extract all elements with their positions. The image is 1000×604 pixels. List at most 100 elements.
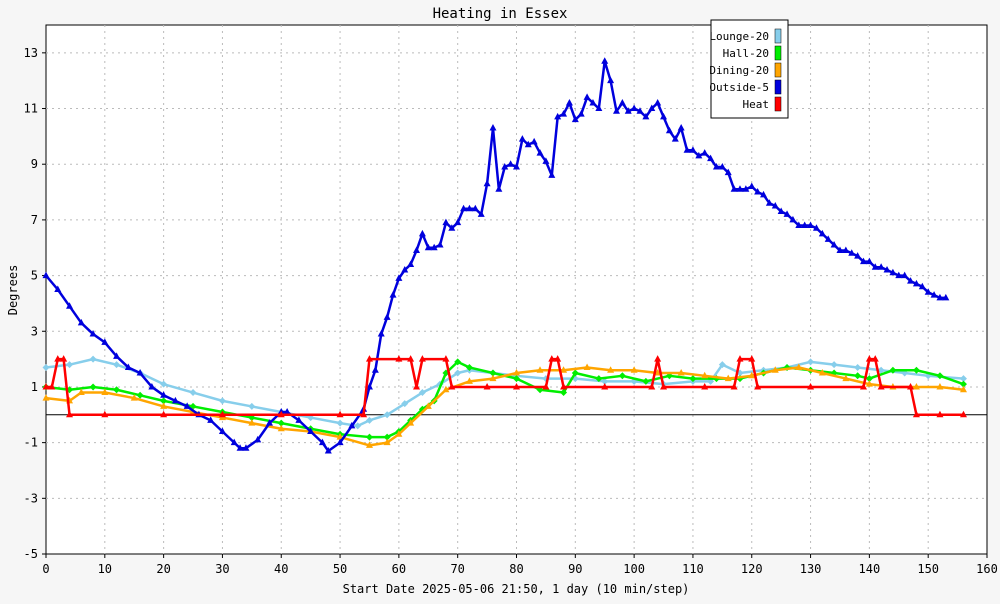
data-point	[448, 382, 456, 390]
y-tick-label: 9	[31, 157, 38, 171]
data-point	[489, 374, 497, 382]
data-point	[754, 382, 762, 390]
data-point	[783, 210, 791, 217]
data-point	[618, 98, 626, 106]
x-tick-label: 120	[741, 562, 763, 576]
data-point	[689, 375, 697, 383]
data-point	[577, 110, 585, 117]
x-tick-label: 40	[274, 562, 288, 576]
y-tick-label: 11	[24, 102, 38, 116]
y-tick-label: 13	[24, 46, 38, 60]
data-point	[66, 361, 74, 369]
data-point	[660, 382, 668, 390]
data-point	[489, 124, 497, 131]
data-point	[513, 382, 520, 390]
data-point	[336, 438, 344, 446]
series-group	[42, 57, 967, 454]
data-point	[548, 355, 556, 362]
data-point	[60, 355, 68, 362]
data-point	[554, 112, 562, 120]
data-point	[460, 204, 468, 212]
legend-label: Heat	[743, 98, 770, 111]
y-tick-label: -5	[24, 547, 38, 561]
legend-label: Lounge-20	[709, 30, 769, 43]
data-point	[818, 369, 826, 376]
data-point	[371, 366, 379, 373]
x-tick-label: 110	[682, 562, 704, 576]
y-tick-label: -3	[24, 491, 38, 505]
data-point	[854, 252, 862, 259]
data-point	[89, 330, 97, 337]
data-point	[795, 363, 803, 370]
data-point	[477, 210, 485, 217]
data-point	[307, 427, 315, 434]
data-point	[601, 382, 609, 390]
data-point	[630, 366, 638, 373]
data-point	[465, 363, 473, 371]
data-point	[677, 369, 685, 376]
data-point	[336, 410, 344, 418]
data-point	[218, 427, 226, 434]
data-point	[507, 160, 515, 167]
data-point	[924, 288, 932, 295]
data-point	[218, 397, 226, 405]
data-point	[707, 154, 715, 162]
data-point	[536, 366, 544, 373]
chart-title: Heating in Essex	[433, 6, 568, 22]
x-tick-label: 90	[568, 562, 582, 576]
data-point	[642, 112, 650, 120]
data-point	[912, 279, 920, 287]
y-tick-label: 1	[31, 380, 38, 394]
data-point	[789, 215, 797, 223]
data-point	[483, 179, 491, 187]
series-outside-5	[42, 57, 950, 454]
data-point	[936, 293, 944, 301]
data-point	[465, 204, 473, 212]
data-point	[854, 372, 862, 380]
data-point	[936, 410, 944, 418]
data-point	[66, 302, 74, 309]
y-tick-label: 7	[31, 213, 38, 227]
data-point	[413, 382, 421, 390]
data-point	[912, 366, 920, 374]
data-point	[959, 375, 967, 383]
data-point	[113, 361, 121, 369]
data-point	[865, 355, 873, 362]
data-point	[959, 410, 967, 418]
data-point	[818, 229, 826, 237]
data-point	[736, 355, 744, 362]
data-point	[683, 146, 691, 153]
data-point	[636, 107, 644, 114]
data-point	[324, 446, 332, 454]
data-point	[654, 369, 662, 376]
data-point	[54, 355, 62, 362]
series-heat	[42, 355, 967, 418]
data-point	[42, 271, 50, 279]
data-point	[42, 363, 50, 371]
data-point	[383, 411, 391, 419]
data-point	[830, 240, 838, 248]
data-point	[848, 249, 856, 256]
data-point	[560, 382, 568, 390]
data-point	[571, 369, 579, 377]
data-point	[254, 435, 262, 443]
data-point	[748, 355, 756, 362]
data-point	[136, 369, 144, 376]
data-point	[524, 140, 532, 148]
data-point	[859, 257, 867, 265]
data-point	[454, 358, 462, 366]
data-point	[883, 266, 891, 273]
data-point	[401, 400, 409, 408]
x-axis-label: Start Date 2025-05-06 21:50, 1 day (10 m…	[343, 582, 690, 596]
legend: Lounge-20 Hall-20 Dining-20 Outside-5 Heat	[709, 19, 789, 119]
series-line	[46, 357, 964, 417]
data-point	[413, 246, 421, 254]
data-point	[407, 260, 415, 267]
data-point	[548, 171, 556, 178]
data-point	[230, 438, 238, 446]
data-point	[601, 377, 609, 385]
data-point	[624, 107, 632, 114]
data-point	[365, 355, 373, 362]
